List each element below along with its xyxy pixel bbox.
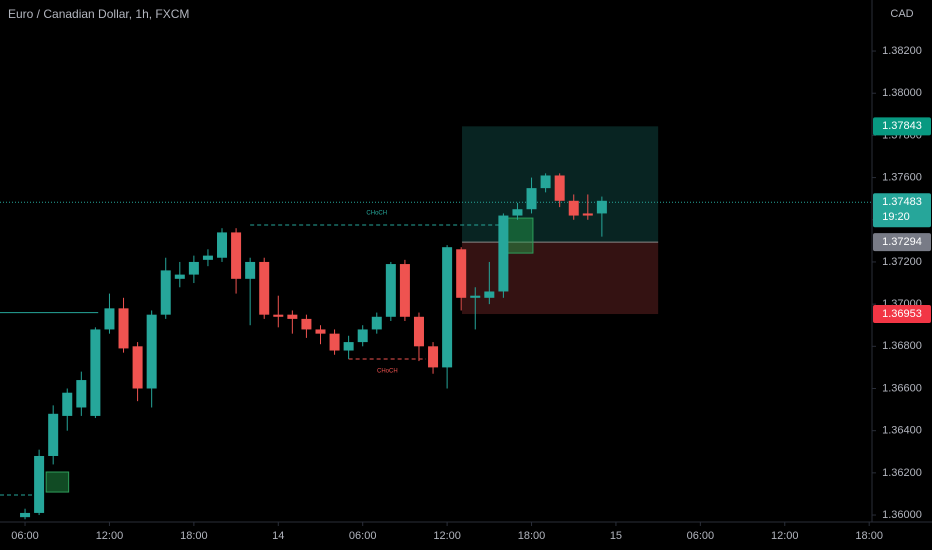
- candle-body: [470, 295, 481, 298]
- candle-body: [118, 308, 129, 349]
- target-tag-label: 1.37843: [882, 120, 922, 132]
- candle-body: [62, 392, 73, 416]
- x-tick-label: 18:00: [518, 530, 546, 542]
- last-price-tag: [873, 193, 931, 228]
- candle-body: [301, 318, 312, 330]
- x-tick-label: 06:00: [11, 530, 39, 542]
- candle-body: [343, 342, 354, 351]
- candle-body: [259, 261, 270, 315]
- choch-label: CHoCH: [366, 211, 387, 217]
- x-tick-label: 12:00: [433, 530, 461, 542]
- candle-body: [357, 329, 368, 343]
- chart-title: Euro / Canadian Dollar, 1h, FXCM: [8, 7, 189, 21]
- x-tick-label: 06:00: [687, 530, 715, 542]
- candle-body: [90, 329, 101, 416]
- y-tick-label: 1.36200: [882, 467, 922, 479]
- candle-body: [484, 291, 495, 298]
- candle-body: [48, 413, 59, 456]
- candle-body: [428, 346, 439, 368]
- candle-body: [132, 346, 143, 389]
- target-tag: [873, 117, 931, 136]
- candle-body: [329, 333, 340, 351]
- x-tick-label: 12:00: [96, 530, 124, 542]
- entry-tag: [873, 233, 931, 252]
- candle-body: [34, 455, 45, 513]
- countdown: 19:20: [882, 211, 910, 223]
- candle-body: [442, 247, 453, 368]
- candle-body: [217, 232, 228, 258]
- candle-body: [526, 188, 537, 210]
- candle-body: [20, 512, 31, 518]
- candle-body: [399, 264, 410, 317]
- y-tick-label: 1.36000: [882, 509, 922, 521]
- candle-body: [287, 314, 298, 319]
- candle-body: [104, 308, 115, 330]
- candle-body: [512, 209, 523, 216]
- stop-tag-label: 1.36953: [882, 308, 922, 320]
- y-tick-label: 1.36800: [882, 340, 922, 352]
- candle-body: [202, 255, 213, 260]
- candle-body: [568, 200, 579, 216]
- y-tick-label: 1.38200: [882, 45, 922, 57]
- y-tick-label: 1.36600: [882, 382, 922, 394]
- entry-tag-label: 1.37294: [882, 236, 922, 248]
- y-tick-label: 1.36400: [882, 425, 922, 437]
- currency: CAD: [890, 8, 913, 20]
- candle-body: [146, 314, 157, 389]
- y-tick-label: 1.37200: [882, 256, 922, 268]
- x-tick-label: 18:00: [180, 530, 208, 542]
- x-tick-label: 12:00: [771, 530, 799, 542]
- order-block: [45, 471, 70, 493]
- candle-body: [498, 215, 509, 292]
- candle-body: [540, 175, 551, 189]
- y-tick-label: 1.38000: [882, 87, 922, 99]
- x-tick-label: 06:00: [349, 530, 377, 542]
- last-price-tag-label: 1.37483: [882, 196, 922, 208]
- x-tick-label: 14: [272, 530, 284, 542]
- candle-body: [174, 274, 185, 279]
- candle-body: [596, 200, 607, 214]
- candle-body: [385, 264, 396, 317]
- loss-zone: [462, 242, 659, 315]
- candle-body: [456, 249, 467, 298]
- candle-body: [371, 316, 382, 330]
- candle-body: [273, 314, 284, 317]
- x-tick-label: 18:00: [855, 530, 883, 542]
- x-tick-label: 15: [610, 530, 622, 542]
- candle-body: [160, 270, 171, 315]
- candle-body: [554, 175, 565, 201]
- candle-body: [76, 380, 87, 408]
- candle-body: [188, 261, 199, 275]
- choch-label: CHoCH: [377, 369, 398, 375]
- candle-body: [582, 213, 593, 216]
- candle-body: [245, 261, 256, 279]
- candle-body: [315, 329, 326, 334]
- stop-tag: [873, 305, 931, 324]
- candle-body: [231, 232, 242, 279]
- candle-body: [413, 316, 424, 347]
- y-tick-label: 1.37600: [882, 171, 922, 183]
- order-block: [504, 217, 534, 254]
